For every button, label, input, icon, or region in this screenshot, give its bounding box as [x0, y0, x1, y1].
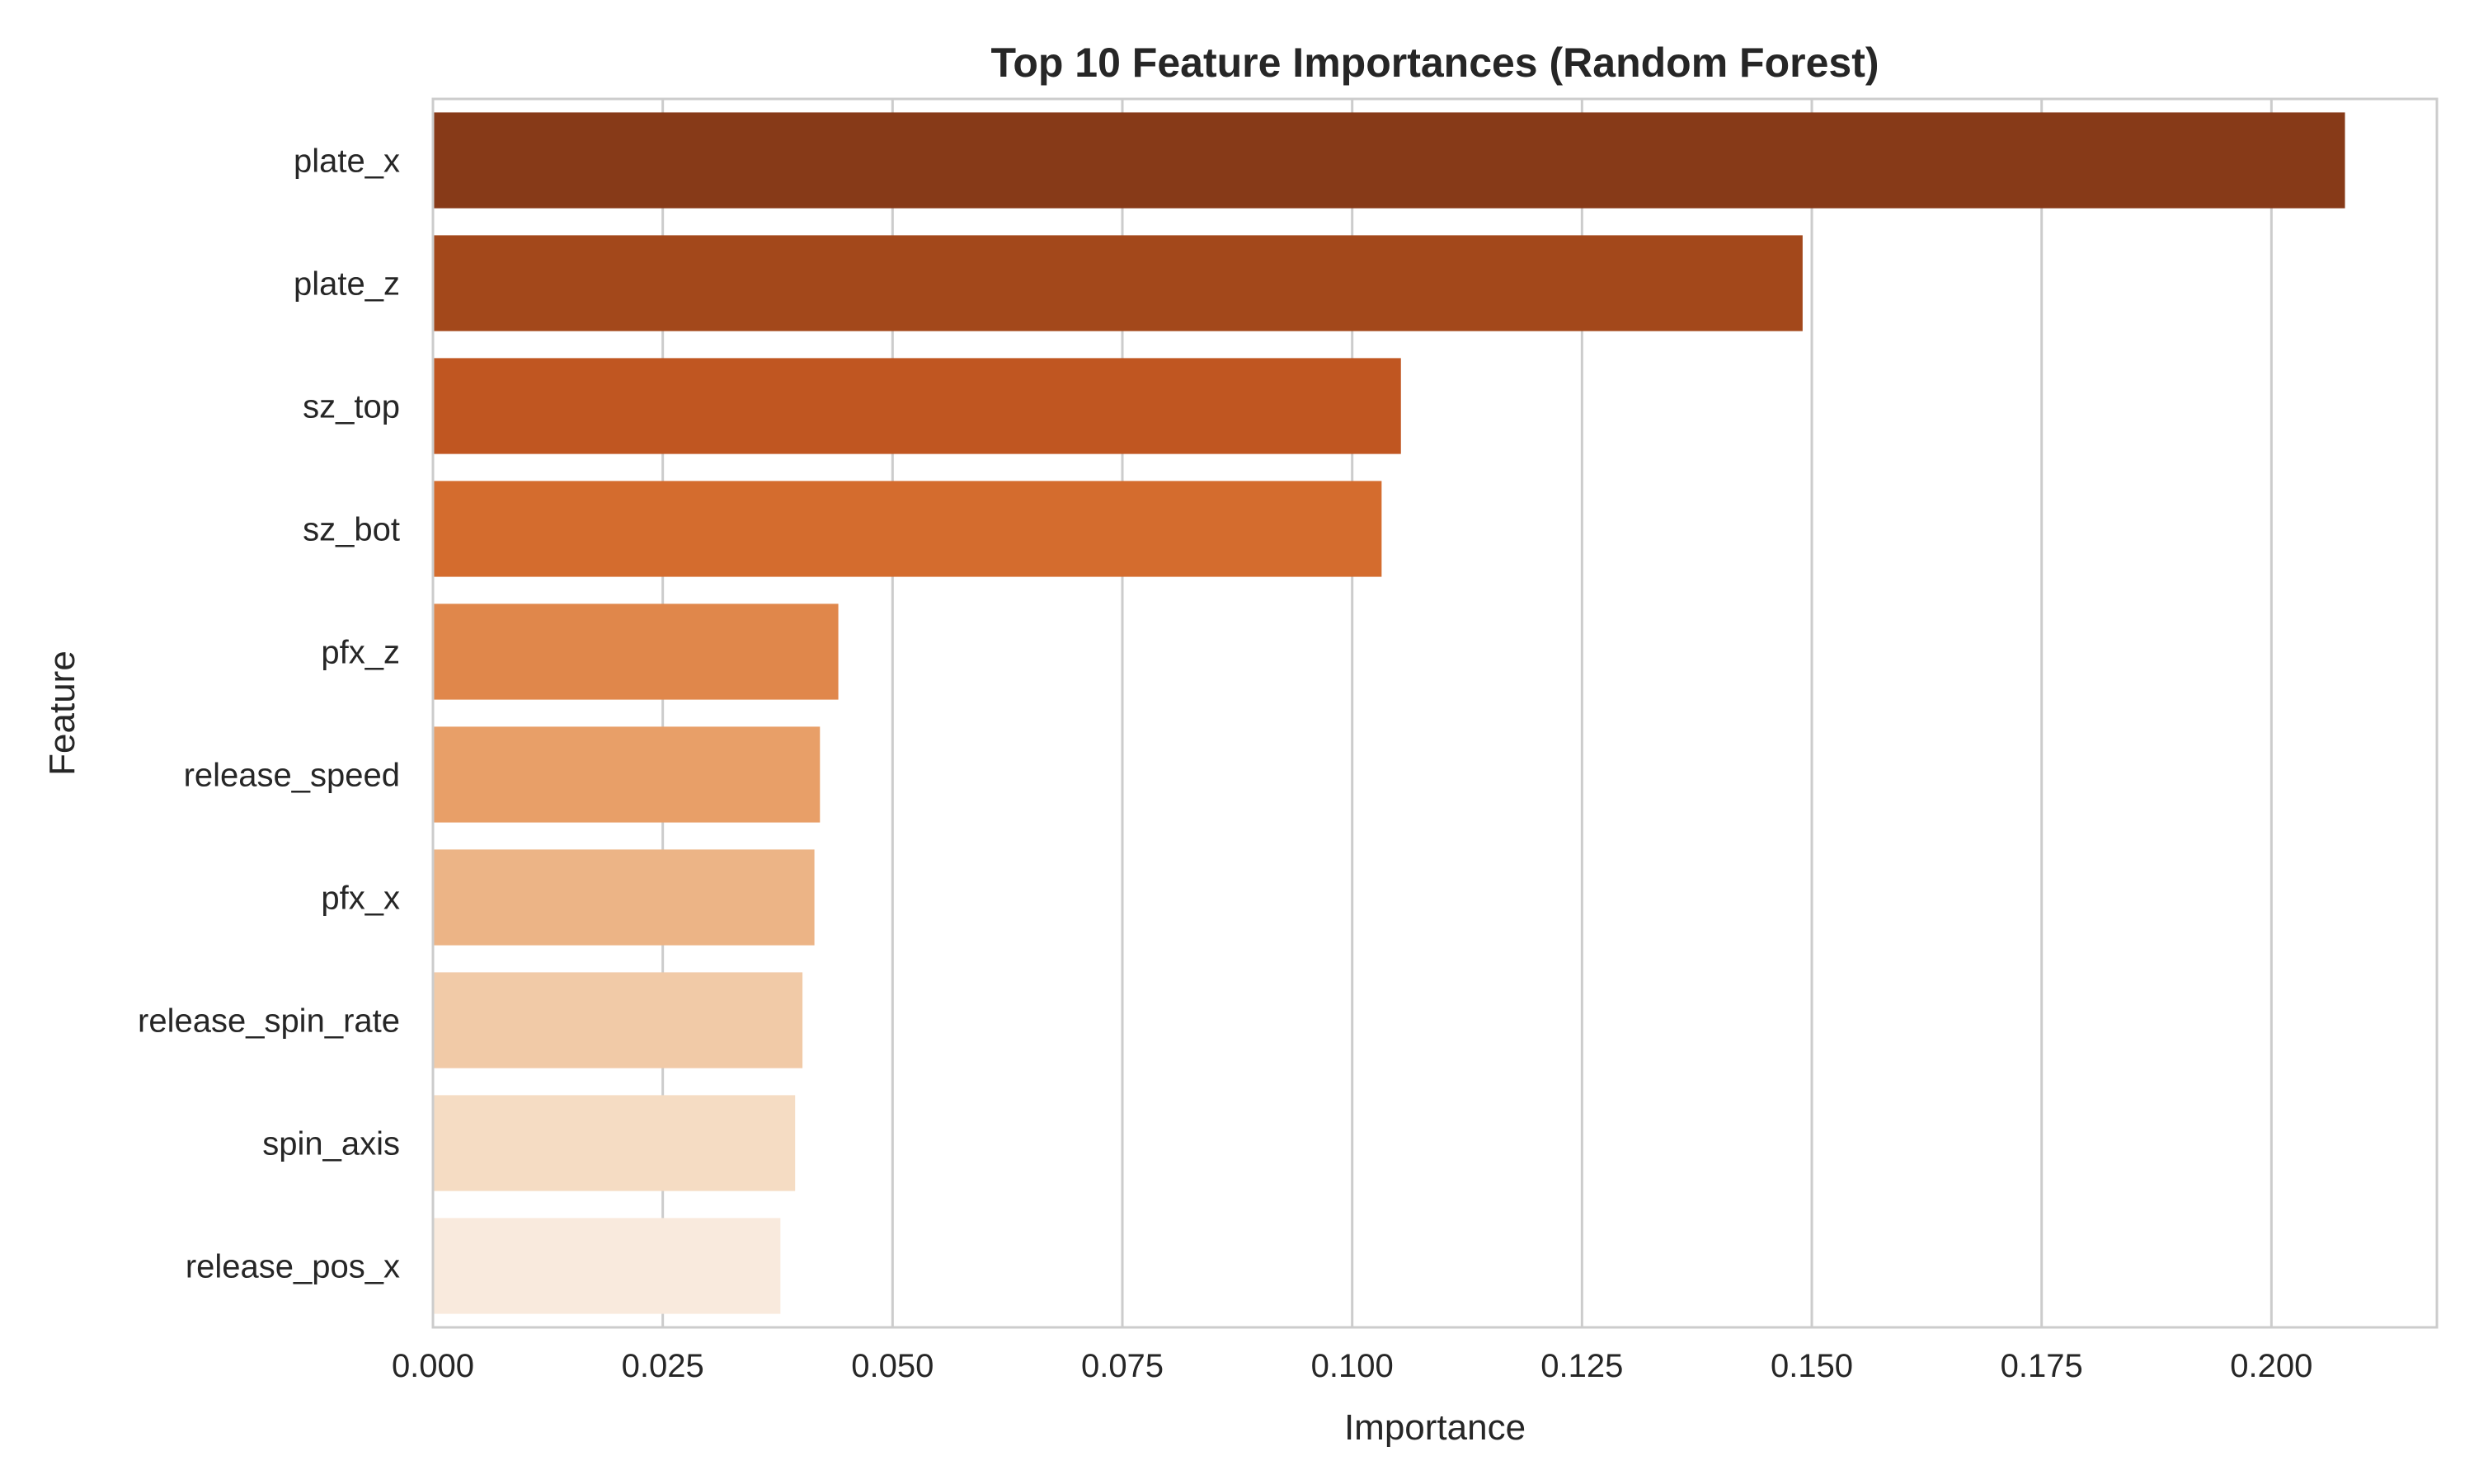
x-tick-label: 0.125	[1540, 1348, 1623, 1384]
bars	[433, 112, 2345, 1314]
bar-release-spin-rate	[433, 972, 803, 1068]
x-tick-label: 0.200	[2230, 1348, 2312, 1384]
bar-release-pos-x	[433, 1218, 781, 1314]
y-tick-label: plate_x	[294, 143, 400, 180]
x-tick-label: 0.100	[1311, 1348, 1394, 1384]
y-tick-label: release_speed	[184, 758, 400, 794]
bar-sz-bot	[433, 481, 1382, 577]
y-tick-label: release_pos_x	[186, 1249, 400, 1285]
x-tick-label: 0.150	[1771, 1348, 1853, 1384]
bar-pfx-z	[433, 603, 839, 700]
x-tick-labels: 0.000 0.025 0.050 0.075 0.100 0.125 0.150 0.175…	[392, 1348, 2312, 1384]
bar-sz-top	[433, 358, 1401, 454]
x-tick-label: 0.000	[392, 1348, 474, 1384]
y-tick-labels: plate_x plate_z sz_top sz_bot pfx_z release_s…	[138, 143, 400, 1285]
y-axis-label: Feature	[42, 650, 82, 776]
x-tick-label: 0.175	[2001, 1348, 2083, 1384]
bar-spin-axis	[433, 1095, 796, 1191]
bar-pfx-x	[433, 849, 815, 946]
bar-release-speed	[433, 726, 821, 823]
y-tick-label: pfx_x	[321, 881, 400, 917]
y-tick-label: sz_bot	[303, 512, 400, 548]
x-tick-label: 0.025	[622, 1348, 704, 1384]
x-axis-label: Importance	[1344, 1407, 1526, 1448]
bar-plate-z	[433, 235, 1803, 331]
plot-frame	[431, 97, 2439, 1329]
y-tick-label: plate_z	[294, 266, 400, 303]
y-tick-label: spin_axis	[262, 1126, 400, 1162]
x-tick-label: 0.075	[1081, 1348, 1164, 1384]
bar-plate-x	[433, 112, 2345, 209]
y-tick-label: pfx_z	[321, 635, 400, 671]
chart-title: Top 10 Feature Importances (Random Fores…	[990, 40, 1879, 86]
y-tick-label: sz_top	[303, 389, 400, 425]
y-tick-label: release_spin_rate	[138, 1003, 400, 1040]
x-tick-label: 0.050	[851, 1348, 934, 1384]
